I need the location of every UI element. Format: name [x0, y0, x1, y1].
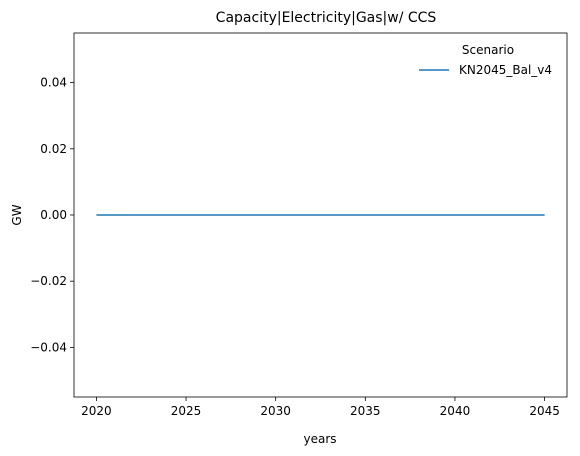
legend-title: Scenario [462, 43, 514, 57]
x-tick-label: 2035 [350, 404, 381, 418]
x-tick-label: 2045 [529, 404, 560, 418]
y-tick-label: 0.04 [40, 76, 67, 90]
x-axis-label: years [303, 432, 336, 446]
legend-label: KN2045_Bal_v4 [459, 63, 552, 77]
y-axis-ticks: 0.04 0.02 0.00 −0.02 −0.04 [30, 76, 74, 354]
legend-entries: KN2045_Bal_v4 [419, 63, 552, 77]
plot-frame [73, 32, 568, 398]
chart-title: Capacity|Electricity|Gas|w/ CCS [216, 10, 437, 26]
y-tick-label: 0.00 [40, 208, 67, 222]
x-axis-ticks: 2020 2025 2030 2035 2040 2045 [81, 397, 560, 418]
x-tick-label: 2040 [440, 404, 471, 418]
x-tick-label: 2025 [171, 404, 202, 418]
y-tick-label: 0.02 [40, 142, 67, 156]
y-axis-label: GW [10, 204, 24, 225]
y-tick-label: −0.02 [30, 274, 67, 288]
x-tick-label: 2020 [81, 404, 112, 418]
y-tick-label: −0.04 [30, 340, 67, 354]
legend: Scenario KN2045_Bal_v4 [419, 43, 552, 77]
x-tick-label: 2030 [260, 404, 291, 418]
